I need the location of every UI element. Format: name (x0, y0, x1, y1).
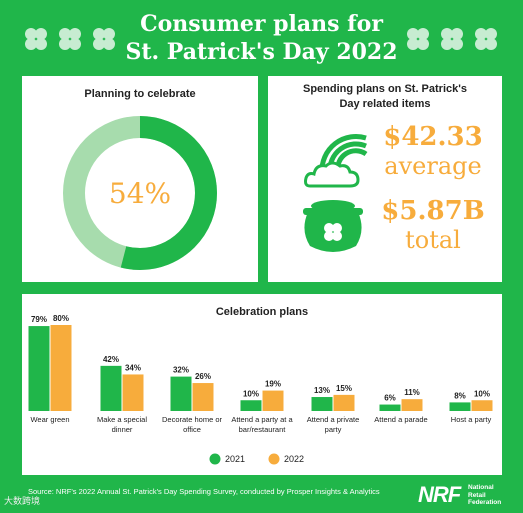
bar-2022 (122, 374, 144, 411)
nrf-logo: NRF (418, 482, 461, 507)
legend-swatch-2022 (268, 453, 280, 465)
bar-2021 (379, 404, 401, 411)
category-label: Make a special (97, 415, 147, 424)
bar-2021 (240, 400, 262, 411)
nrf-logo-sub-line: Federation (468, 499, 502, 506)
watermark: 大数跨境 (4, 496, 41, 506)
pot-of-gold-icon (303, 200, 363, 252)
bar-value-label: 32% (173, 366, 189, 375)
bar-value-label: 6% (384, 394, 396, 403)
bar-value-label: 13% (314, 386, 330, 395)
category-label: bar/restaurant (239, 425, 287, 434)
bar-value-label: 10% (243, 389, 259, 398)
celebration-bar-chart: 79% 80% Wear green 42% 34% Make a specialdinn… (28, 314, 493, 465)
planning-heading: Planning to celebrate (84, 88, 196, 100)
bar-value-label: 79% (31, 315, 47, 324)
planning-panel: Planning to celebrate 54% (22, 76, 258, 282)
nrf-logo-subtitle: National Retail Federation (468, 484, 501, 507)
bar-value-label: 11% (404, 388, 420, 397)
total-label: total (405, 226, 461, 254)
donut-segment-main (63, 116, 217, 270)
celebration-chart-title: Celebration plans (215, 306, 309, 318)
bar-value-label: 34% (125, 363, 141, 372)
spending-heading-line2: Day related items (339, 98, 431, 110)
bar-value-label: 19% (265, 380, 281, 389)
spending-panel: Spending plans on St. Patrick's Day rela… (268, 76, 502, 282)
spending-heading-line1: Spending plans on St. Patrick's (303, 83, 467, 95)
celebration-panel: Celebration plans 79% 80% Wear green 42% 34%… (22, 294, 502, 475)
bar-2021 (311, 397, 333, 411)
bar-2021 (28, 326, 50, 411)
clover-icon-group-right (407, 28, 497, 50)
bar-2022 (401, 399, 423, 411)
bar-value-label: 26% (195, 372, 211, 381)
bar-2021 (449, 402, 471, 411)
rainbow-cloud-icon (304, 133, 368, 188)
bar-2021 (170, 376, 192, 411)
clover-icon-group-left (25, 28, 115, 50)
bar-value-label: 8% (454, 391, 466, 400)
category-label: Attend a parade (374, 415, 427, 424)
bar-value-label: 10% (474, 389, 490, 398)
page-title-line2: St. Patrick's Day 2022 (125, 39, 398, 65)
bar-2021 (100, 365, 122, 411)
category-label: office (183, 425, 201, 434)
category-label: Attend a private (307, 415, 360, 424)
legend-swatch-2021 (209, 453, 221, 465)
bar-2022 (192, 383, 214, 411)
category-label: Decorate home or (162, 415, 223, 424)
average-amount: $42.33 (383, 122, 483, 152)
bar-value-label: 80% (53, 314, 69, 323)
category-label: Attend a party at a (231, 415, 293, 424)
bar-value-label: 15% (336, 384, 352, 393)
planning-donut-chart: 54% (63, 116, 217, 270)
bar-2022 (50, 325, 72, 411)
total-amount: $5.87B (381, 196, 485, 226)
nrf-logo-sub-line: National (468, 484, 494, 491)
category-label: party (325, 425, 342, 434)
category-label: Wear green (30, 415, 69, 424)
legend-label: 2021 (225, 454, 245, 464)
bar-value-label: 42% (103, 355, 119, 364)
category-label: dinner (112, 425, 133, 434)
nrf-logo-sub-line: Retail (468, 491, 486, 499)
page-title-line1: Consumer plans for (140, 11, 383, 37)
source-note: Source: NRF's 2022 Annual St. Patrick's … (28, 487, 380, 496)
legend-label: 2022 (284, 454, 304, 464)
category-label: Host a party (451, 415, 492, 424)
bar-2022 (262, 390, 284, 411)
bar-2022 (333, 394, 355, 411)
bar-2022 (471, 400, 493, 411)
average-label: average (384, 152, 482, 180)
donut-percent-label: 54% (109, 177, 171, 210)
